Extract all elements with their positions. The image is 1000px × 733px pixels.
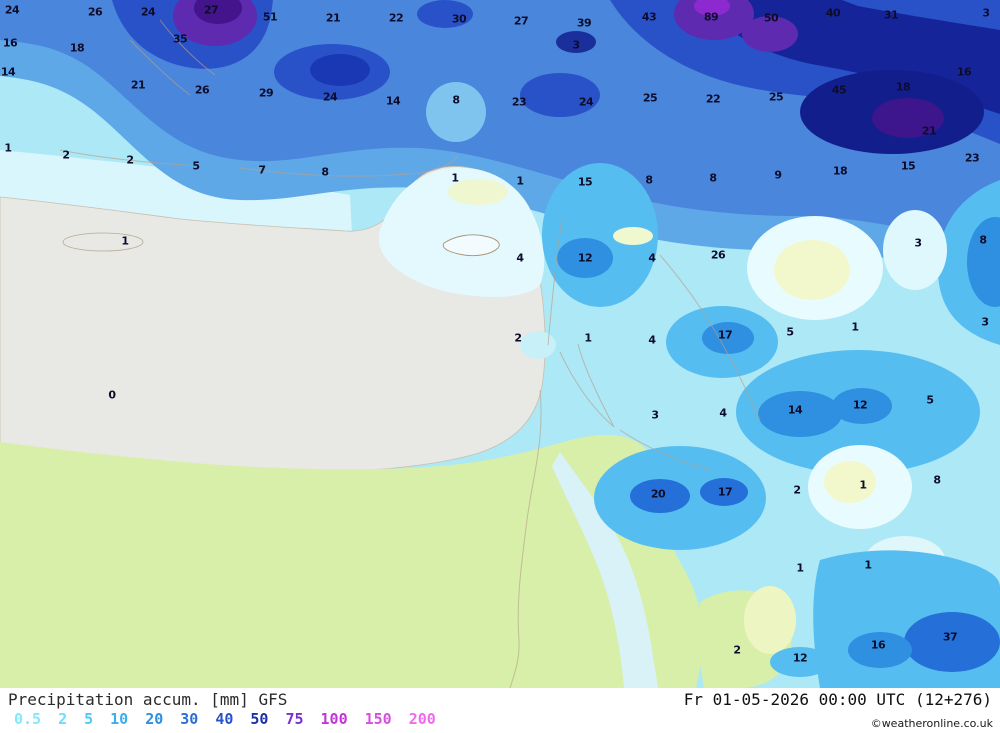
coastlines-and-borders	[59, 19, 761, 688]
land-fills	[0, 166, 796, 688]
legend-value: 5	[84, 710, 94, 728]
legend-value: 2	[58, 710, 68, 728]
precipitation-contour-map	[0, 0, 1000, 688]
forecast-datetime: Fr 01-05-2026 00:00 UTC (12+276)	[683, 690, 992, 709]
footer-title-row: Precipitation accum. [mm] GFS Fr 01-05-2…	[0, 688, 1000, 709]
precip-east-patches	[542, 163, 1000, 688]
precip-blue-fields	[0, 0, 1000, 267]
legend-value: 150	[364, 710, 392, 728]
footer-bar: Precipitation accum. [mm] GFS Fr 01-05-2…	[0, 688, 1000, 733]
legend-value: 0.5	[14, 710, 42, 728]
legend-value: 50	[250, 710, 269, 728]
map-area: 24 26 24 27 51 21 22 30 27 39 43 89 50 40 31 3 16 18 35 3 14…	[0, 0, 1000, 688]
copyright-link[interactable]: ©weatheronline.co.uk	[870, 717, 993, 730]
legend-value: 10	[110, 710, 129, 728]
legend-values: 0.5 2 5 10 20 30 40 50 75 100 150 200	[0, 709, 1000, 728]
map-title: Precipitation accum. [mm] GFS	[8, 690, 288, 709]
legend-value: 75	[285, 710, 304, 728]
precip-purple-cores	[173, 0, 944, 138]
legend-value: 20	[145, 710, 164, 728]
legend-value: 100	[320, 710, 348, 728]
legend-value: 40	[215, 710, 234, 728]
legend-value: 200	[408, 710, 436, 728]
legend-value: 30	[180, 710, 199, 728]
